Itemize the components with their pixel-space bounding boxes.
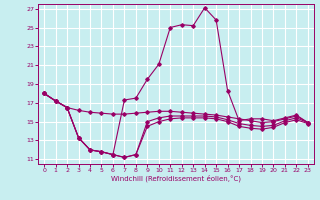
X-axis label: Windchill (Refroidissement éolien,°C): Windchill (Refroidissement éolien,°C) — [111, 175, 241, 182]
